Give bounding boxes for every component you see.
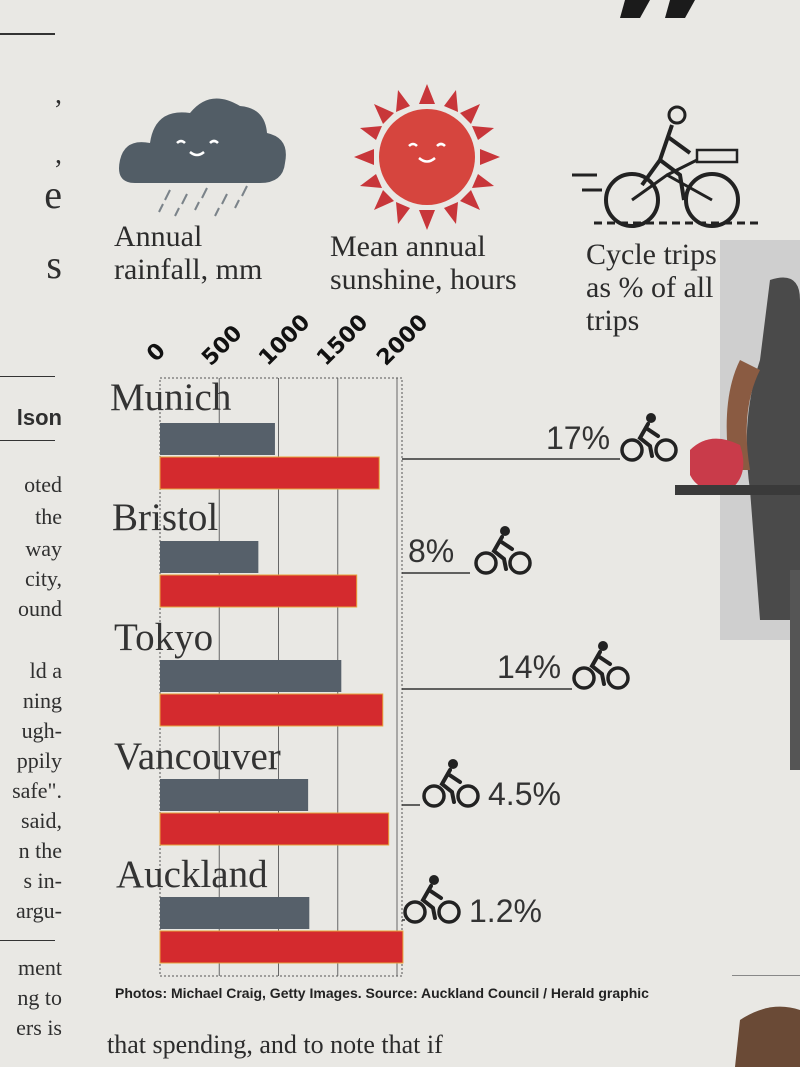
bicycle-icon-part: [427, 888, 443, 900]
body-text-line: that spending, and to note that if: [107, 1030, 443, 1059]
legend-cycle-line: as % of all: [586, 271, 714, 304]
text-line: city,: [24, 566, 62, 591]
text-line: ugh-: [21, 718, 62, 743]
bicycle-icon-part: [508, 551, 532, 575]
text-line: ning: [22, 688, 62, 713]
bicycle-icon-part: [456, 784, 480, 808]
legend-cycle: Cycle trips as % of all trips: [586, 238, 717, 337]
text-line: ng to: [17, 985, 62, 1010]
text-fragment: e: [44, 172, 62, 217]
bicycle-icon-part: [596, 654, 612, 666]
column-rule-byline: [0, 376, 55, 377]
rain-cloud-icon: [119, 98, 286, 217]
text-fragment: ,: [55, 79, 62, 110]
sunshine-bar: [159, 693, 384, 727]
legend-sunshine-line: sunshine, hours: [330, 263, 517, 296]
column-rule-top: [0, 33, 55, 35]
text-line: said,: [21, 808, 62, 833]
text-line: ment: [18, 955, 62, 980]
text-line: ers is: [16, 1015, 62, 1040]
text-fragment: s: [46, 242, 62, 287]
bicycle-icon-part: [654, 438, 678, 462]
headline-fragment: [620, 0, 695, 18]
text-line: oted: [24, 472, 62, 497]
sunshine-bar: [159, 574, 358, 608]
bicycle-icon-part: [606, 666, 630, 690]
bicycle-icon-part: [474, 551, 498, 575]
text-line: way: [25, 536, 62, 561]
photo-credit: Photos: Michael Craig, Getty Images. Sou…: [115, 985, 649, 1001]
cyclist-photo: [675, 240, 800, 1067]
bicycle-icon-part: [646, 413, 656, 423]
legend-cycle-line: trips: [586, 304, 640, 337]
sunshine-bar: [159, 930, 404, 964]
text-line: n the: [18, 838, 62, 863]
bicycle-icon-part: [446, 772, 462, 784]
bicycle-icon-part: [403, 900, 427, 924]
bicycle-icon-part: [448, 759, 458, 769]
bicycle-icon-part: [598, 641, 608, 651]
bicycle-icon-part: [437, 900, 461, 924]
bicycle-icon-part: [500, 526, 510, 536]
cycle-trip-value: 14%: [497, 649, 562, 685]
bicycle-icon-part: [572, 666, 596, 690]
rainfall-bar: [160, 779, 309, 811]
cycle-trip-value: 1.2%: [469, 893, 542, 929]
text-line: ound: [18, 596, 62, 621]
legend-rainfall-line: rainfall, mm: [114, 253, 263, 286]
text-line: safe".: [12, 778, 62, 803]
sunshine-bar: [159, 456, 380, 490]
bicycle-icon: [620, 413, 678, 462]
city-label: Tokyo: [114, 616, 214, 659]
legend-rainfall: Annual rainfall, mm: [114, 220, 262, 286]
text-line: ppily: [16, 748, 62, 773]
city-label: Bristol: [112, 496, 219, 539]
bicycle-icon-part: [491, 535, 508, 571]
city-label: Vancouver: [114, 735, 281, 778]
text-fragment: ,: [55, 139, 62, 170]
cycle-trip-value: 4.5%: [488, 776, 561, 812]
text-line: argu-: [15, 898, 62, 923]
sunshine-bar: [159, 812, 390, 846]
cyclist-icon: [572, 105, 760, 228]
sun-icon: [354, 84, 500, 230]
bicycle-icon: [403, 875, 461, 924]
byline: lson: [16, 405, 62, 430]
rainfall-bar: [160, 423, 275, 455]
cycle-trip-value: 8%: [408, 533, 455, 569]
text-line: s in-: [23, 868, 63, 893]
column-rule-lower: [0, 940, 55, 941]
cycle-trip-value: 17%: [546, 420, 611, 456]
rainfall-bar: [160, 541, 259, 573]
city-label: Auckland: [116, 853, 268, 896]
bicycle-icon-part: [420, 884, 437, 920]
bicycle-icon: [474, 526, 532, 575]
bicycle-icon-part: [644, 426, 660, 438]
bicycle-icon-part: [422, 784, 446, 808]
legend-sunshine: Mean annual sunshine, hours: [330, 230, 517, 296]
bicycle-icon: [422, 759, 480, 808]
bicycle-icon-part: [589, 650, 606, 686]
rainfall-bar: [160, 660, 342, 692]
column-rule-paragraph: [0, 440, 55, 441]
legend-rainfall-line: Annual: [114, 220, 203, 253]
bicycle-icon-part: [429, 875, 439, 885]
text-line: ld a: [29, 658, 62, 683]
left-column: , , e s lson oted the way city, ound ld …: [0, 0, 62, 1067]
bicycle-icon-part: [637, 422, 654, 458]
bicycle-icon-part: [498, 539, 514, 551]
bicycle-icon-part: [439, 768, 456, 804]
rainfall-bar: [160, 897, 310, 929]
credit-rule: [732, 975, 800, 976]
bicycle-icon-part: [620, 438, 644, 462]
bicycle-icon: [572, 641, 630, 690]
legend-cycle-line: Cycle trips: [586, 238, 717, 271]
text-line: the: [35, 504, 62, 529]
city-label: Munich: [110, 376, 232, 419]
legend-sunshine-line: Mean annual: [330, 230, 486, 263]
